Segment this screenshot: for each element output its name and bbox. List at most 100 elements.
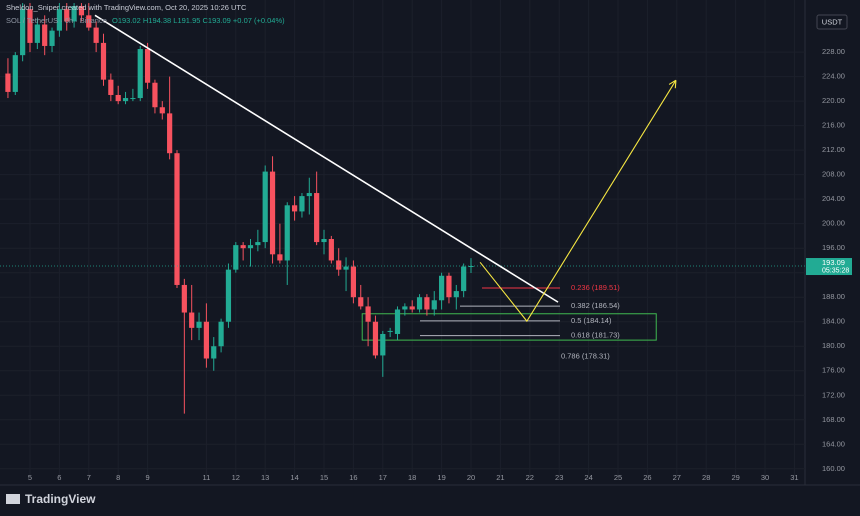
candle-body xyxy=(424,297,430,310)
candle-body xyxy=(49,30,55,46)
candle-body xyxy=(409,306,415,310)
candle-body xyxy=(71,6,77,22)
candle-body xyxy=(328,239,334,261)
fib-label: 0.5 (184.14) xyxy=(571,316,612,325)
projection-path xyxy=(479,79,677,323)
x-tick-label: 11 xyxy=(202,473,210,482)
y-tick-label: 216.00 xyxy=(822,121,845,130)
x-tick-label: 21 xyxy=(496,473,504,482)
candle-body xyxy=(64,9,70,22)
x-tick-label: 18 xyxy=(408,473,416,482)
candle-body xyxy=(137,49,143,99)
x-tick-label: 26 xyxy=(643,473,651,482)
candle-body xyxy=(20,9,26,56)
last-price-tag xyxy=(806,258,852,276)
candle-body xyxy=(122,98,129,102)
candle-body xyxy=(27,9,33,43)
candle-body xyxy=(211,346,217,359)
candle-body xyxy=(269,171,276,255)
x-tick-label: 17 xyxy=(379,473,387,482)
candle-body xyxy=(358,297,364,307)
candle-body xyxy=(56,9,62,31)
candle-body xyxy=(42,24,48,46)
y-tick-label: 160.00 xyxy=(822,464,845,473)
x-tick-label: 19 xyxy=(437,473,445,482)
x-tick-label: 25 xyxy=(614,473,622,482)
candle-body xyxy=(461,266,467,292)
candle-body xyxy=(93,27,99,43)
candle-body xyxy=(255,242,261,246)
candle-body xyxy=(167,113,173,154)
x-tick-label: 29 xyxy=(731,473,739,482)
candle-body xyxy=(299,196,305,212)
candle-body xyxy=(189,312,195,328)
candle-body xyxy=(416,297,423,310)
countdown: 05:35:28 xyxy=(822,267,849,274)
candle-body xyxy=(34,24,40,43)
candle-body xyxy=(115,94,121,102)
y-tick-label: 172.00 xyxy=(822,390,845,399)
fib-label: 0.382 (186.54) xyxy=(571,301,620,310)
fib-label: 0.236 (189.51) xyxy=(571,283,620,292)
candle-body xyxy=(336,260,342,270)
candle-body xyxy=(130,98,136,100)
candle-body xyxy=(203,321,209,359)
candle-body xyxy=(152,82,158,108)
candle-body xyxy=(5,73,11,92)
candle-body xyxy=(12,55,18,92)
y-tick-label: 176.00 xyxy=(822,366,845,375)
y-tick-label: 184.00 xyxy=(822,317,845,326)
y-tick-label: 212.00 xyxy=(822,145,845,154)
candle-body xyxy=(380,333,386,356)
candle-body xyxy=(108,79,114,95)
candle-body xyxy=(439,275,445,301)
y-tick-label: 224.00 xyxy=(822,72,845,81)
y-tick-label: 188.00 xyxy=(822,292,845,301)
ohlc: O193.02 H194.38 L191.95 C193.09 +0.07 (+… xyxy=(112,16,285,25)
candle-body xyxy=(233,245,239,270)
x-tick-label: 8 xyxy=(116,473,120,482)
brand: TradingView xyxy=(25,492,96,506)
candle-body xyxy=(365,306,371,322)
candle-body xyxy=(86,15,92,28)
credit: Sheldon_Sniper created with TradingView.… xyxy=(6,3,247,12)
candle-body xyxy=(247,245,254,249)
x-tick-label: 23 xyxy=(555,473,563,482)
x-tick-label: 30 xyxy=(761,473,769,482)
candle-body xyxy=(218,321,224,347)
candle-body xyxy=(468,266,474,268)
candle-body xyxy=(343,266,349,270)
candle-body xyxy=(277,254,283,261)
candle-body xyxy=(446,275,452,298)
candle-body xyxy=(144,49,151,83)
currency-button[interactable] xyxy=(816,14,848,30)
y-tick-label: 208.00 xyxy=(822,170,845,179)
currency[interactable]: USDT xyxy=(822,17,843,26)
x-tick-label: 6 xyxy=(57,473,61,482)
x-tick-label: 24 xyxy=(584,473,592,482)
x-tick-label: 14 xyxy=(290,473,298,482)
candle-body xyxy=(402,306,408,310)
y-tick-label: 180.00 xyxy=(822,341,845,350)
last-price-label: 193.09 xyxy=(822,258,845,267)
y-tick-label: 220.00 xyxy=(822,96,845,105)
candle-body xyxy=(78,6,85,16)
candle-body xyxy=(387,330,393,332)
candle-body xyxy=(196,321,202,328)
marks: 0.236 (189.51) 0.382 (186.54) 0.5 (184.14)… xyxy=(0,3,805,414)
y-tick-label: 204.00 xyxy=(822,194,845,203)
x-tick-label: 15 xyxy=(320,473,328,482)
candle-body xyxy=(321,239,327,243)
symbol: SOL / TetherUS · 6h · Binance xyxy=(6,16,107,25)
x-tick-label: 22 xyxy=(526,473,534,482)
arrow-head xyxy=(668,79,677,89)
candle-body xyxy=(225,269,232,322)
candle-body xyxy=(100,42,107,80)
brand-logo xyxy=(6,494,20,504)
x-tick-label: 16 xyxy=(349,473,357,482)
zone-box xyxy=(361,313,657,341)
axes: 160.00 164.00 168.00 172.00 176.00 180.00 184.… xyxy=(28,47,852,482)
candle-body xyxy=(314,193,320,243)
